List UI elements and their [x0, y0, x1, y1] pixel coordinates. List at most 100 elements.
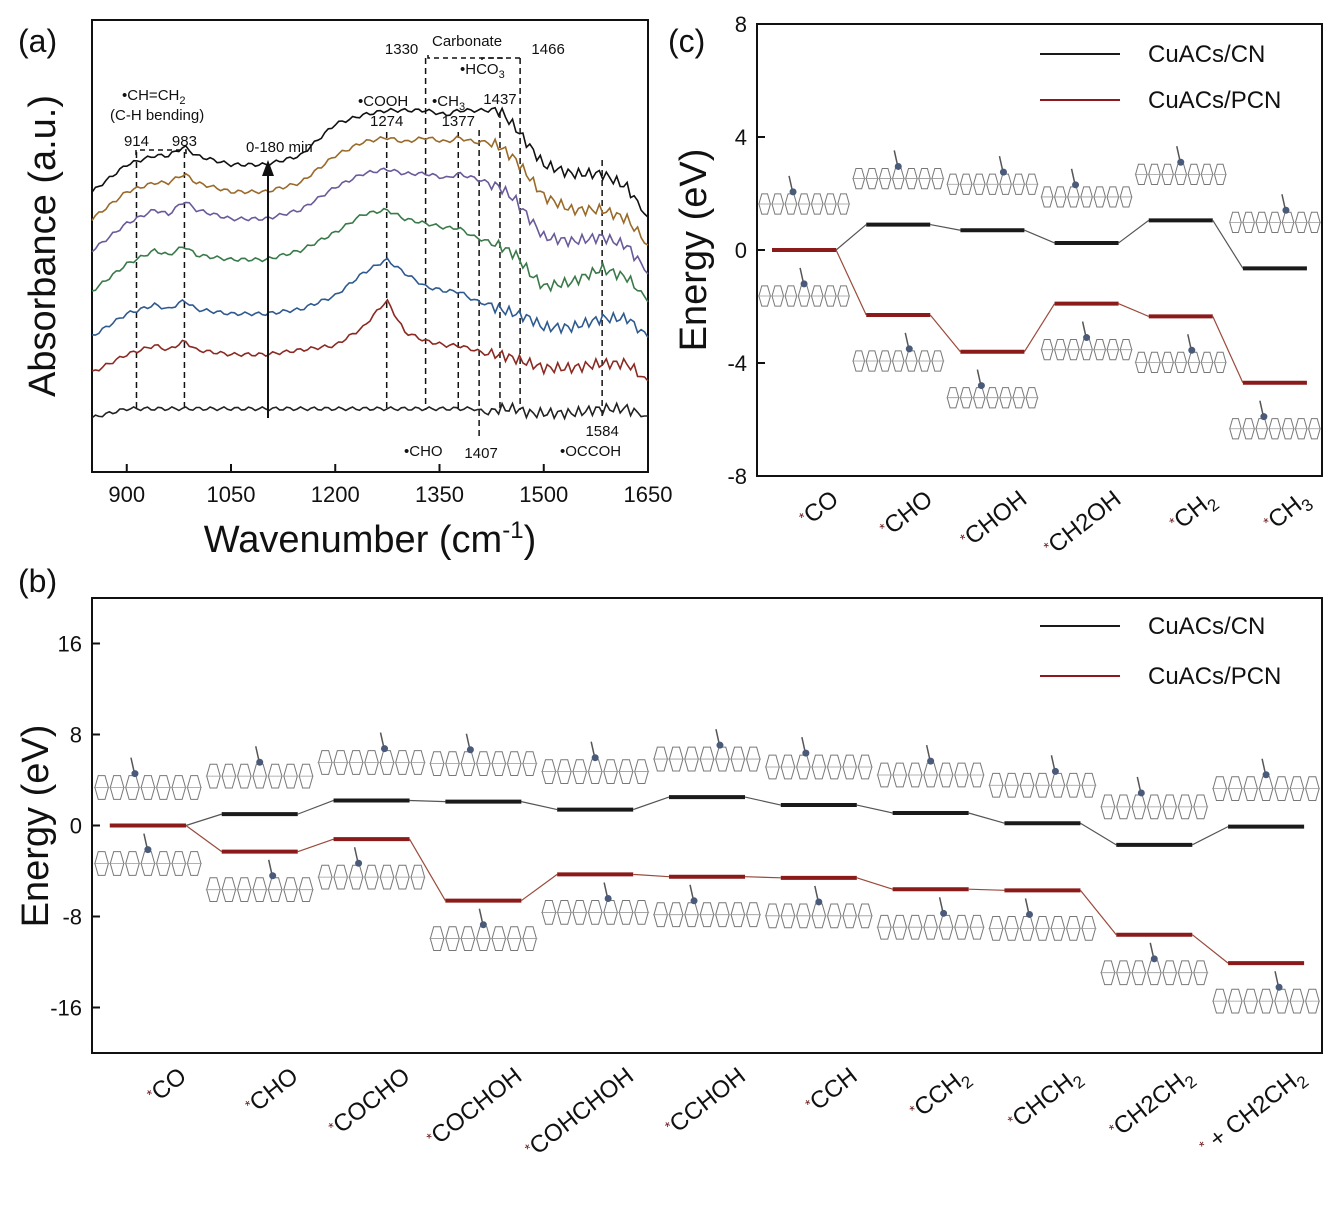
panel-c: (c) 8 4 0 -4 -8 *CO *CHO *CHOH *CH2OH *CH2 *CH3 C…: [668, 12, 1323, 558]
ann-time: 0-180 min: [246, 139, 313, 156]
c-mol-1-0: [758, 267, 851, 307]
c-ytick-label-3: -4: [727, 351, 747, 376]
b-mol-0-8: [988, 755, 1097, 798]
c-state-2: *CHOH: [956, 485, 1033, 553]
b-connector-1-5: [744, 876, 781, 879]
c-mol-1-1: [852, 332, 945, 372]
a-xtick-label-1: 1050: [207, 482, 256, 507]
b-ytick-label-0: 16: [58, 632, 82, 657]
b-mol-1-9: [1100, 942, 1209, 986]
c-mol-0-2: [946, 155, 1039, 195]
c-mol-0-5: [1228, 194, 1321, 233]
a-marker-label-983: 983: [172, 133, 197, 150]
b-state-5: *CCHOH: [660, 1062, 750, 1141]
b-state-10: * + CH2CH2: [1195, 1062, 1313, 1163]
ann-hco3: •HCO3: [460, 61, 505, 81]
b-state-2: *COCHO: [324, 1062, 415, 1142]
panel-b-y-ticks: 16 8 0 -8 -16: [50, 632, 100, 1021]
c-legend-label-0: CuACs/CN: [1148, 41, 1265, 68]
panel-a-x-title: Wavenumber (cm-1): [204, 517, 536, 561]
b-mol-1-0: [93, 833, 202, 876]
a-series-0: [91, 401, 648, 421]
b-ytick-label-4: -16: [50, 996, 82, 1021]
b-connector-0-6: [856, 804, 893, 814]
panel-c-y-ticks: 8 4 0 -4 -8: [727, 12, 765, 489]
panel-a-annotations: •CH=CH2 (C-H bending) •COOH •CH3 Carbona…: [110, 33, 621, 460]
c-ytick-label-0: 8: [735, 12, 747, 37]
c-connector-0-0: [835, 224, 867, 251]
b-connector-0-0: [185, 813, 222, 827]
c-mol-1-4: [1134, 334, 1227, 374]
b-mol-0-9: [1100, 776, 1209, 820]
c-mol-0-0: [758, 175, 851, 215]
c-state-4: *CH2: [1165, 485, 1223, 540]
panel-c-series: [772, 218, 1307, 385]
c-connector-0-1: [930, 223, 961, 231]
panel-a-frame: [91, 19, 649, 473]
c-mol-0-3: [1040, 168, 1133, 208]
a-marker-label-1407: 1407: [464, 445, 497, 462]
b-connector-1-8: [1080, 889, 1117, 936]
c-connector-1-2: [1023, 303, 1056, 353]
b-mol-0-5: [653, 729, 761, 772]
b-mol-0-2: [317, 732, 426, 775]
c-mol-0-1: [852, 150, 945, 190]
b-mol-1-2: [317, 847, 426, 890]
ann-occoh: •OCCOH: [560, 443, 621, 460]
a-xtick-label-5: 1650: [624, 482, 673, 507]
b-state-0: *CO: [142, 1062, 191, 1109]
bracket-carbonate: [427, 55, 521, 62]
b-connector-0-3: [521, 801, 558, 811]
a-marker-label-1466: 1466: [531, 41, 564, 58]
panel-b-legend: CuACs/CN CuACs/PCN: [1040, 613, 1281, 690]
b-state-8: *CHCH2: [1003, 1062, 1088, 1138]
b-mol-1-10: [1212, 971, 1321, 1014]
panel-b-molecules: [93, 729, 1321, 1014]
panel-a-markers: 914 983 1274 1330 1377 1407 1437 1466 1584: [124, 41, 619, 462]
panel-a-y-title: Absorbance (a.u.): [22, 95, 64, 397]
a-series-2: [91, 257, 649, 338]
time-arrow-head: [262, 160, 274, 176]
b-connector-1-2: [409, 838, 446, 901]
b-mol-1-3: [429, 908, 538, 951]
b-state-7: *CCH2: [905, 1062, 977, 1128]
b-mol-1-8: [988, 898, 1097, 941]
a-marker-label-1377: 1377: [442, 113, 475, 130]
c-connector-1-0: [835, 249, 867, 316]
b-mol-0-0: [93, 757, 202, 800]
b-connector-0-7: [968, 812, 1005, 824]
a-marker-label-1584: 1584: [585, 423, 618, 440]
b-connector-0-1: [297, 799, 334, 815]
b-mol-0-3: [429, 733, 538, 776]
c-ytick-label-1: 4: [735, 125, 747, 150]
b-connector-1-3: [521, 873, 558, 902]
c-ytick-label-4: -8: [727, 464, 747, 489]
ann-cooh: •COOH: [358, 93, 408, 110]
panel-c-x-labels: *CO *CHO *CHOH *CH2OH *CH2 *CH3: [796, 485, 1317, 558]
b-connector-0-9: [1192, 826, 1229, 846]
c-connector-1-1: [929, 314, 961, 353]
c-mol-1-2: [946, 369, 1039, 409]
c-ytick-label-2: 0: [735, 238, 747, 263]
panel-b-x-labels: *CO *CHO *COCHO *COCHOH*COHCHOH *CCHOH *CCH *C…: [142, 1062, 1313, 1163]
b-connector-0-5: [744, 796, 781, 806]
b-ytick-label-1: 8: [70, 723, 82, 748]
b-mol-0-7: [876, 744, 985, 788]
a-xtick-label-4: 1500: [519, 482, 568, 507]
panel-c-y-title: Energy (eV): [673, 149, 715, 352]
b-mol-0-1: [205, 746, 314, 789]
b-legend-label-1: CuACs/PCN: [1148, 663, 1281, 690]
b-connector-0-4: [633, 796, 670, 811]
a-marker-label-914: 914: [124, 133, 149, 150]
panel-b-series: [109, 795, 1305, 966]
panel-c-legend: CuACs/CN CuACs/PCN: [1040, 41, 1281, 114]
panel-c-molecules: [758, 146, 1321, 440]
b-mol-1-4: [541, 882, 650, 925]
panel-a-x-ticks: 900 1050 1200 1350 1500 1650: [108, 464, 672, 507]
c-legend-label-1: CuACs/PCN: [1148, 87, 1281, 114]
bracket-hco3: [481, 57, 503, 60]
b-connector-1-6: [856, 877, 893, 890]
c-state-5: *CH3: [1259, 485, 1317, 540]
b-state-6: *CCH: [801, 1062, 863, 1119]
c-mol-1-5: [1228, 400, 1321, 440]
